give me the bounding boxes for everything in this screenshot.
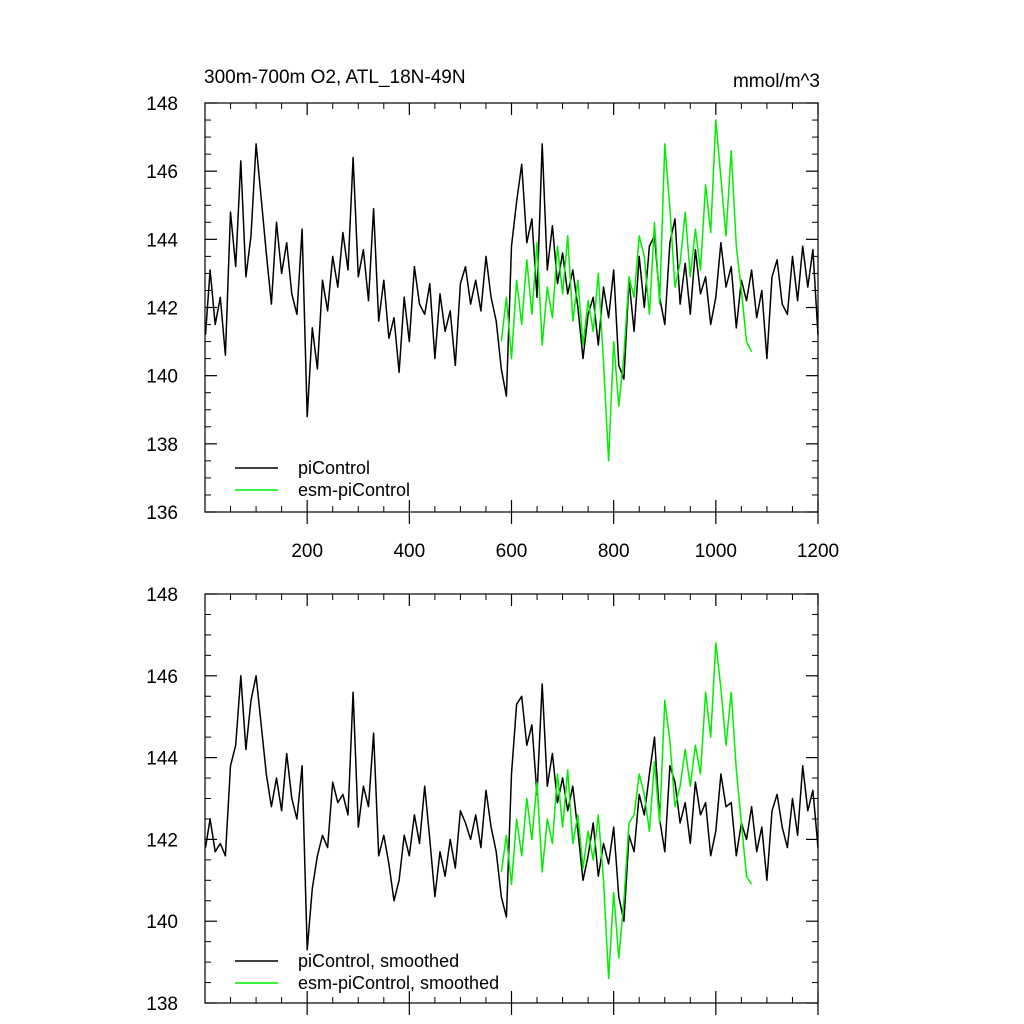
y-tick-label: 146 (146, 667, 178, 688)
x-tick-label: 800 (598, 541, 630, 562)
top-legend: piControl esm-piControl (235, 458, 410, 500)
x-tick-label: 600 (496, 541, 528, 562)
x-tick-label: 200 (291, 541, 323, 562)
bottom-plot-frame (204, 593, 819, 1004)
top-plot-area (204, 119, 819, 462)
x-tick-label: 400 (393, 541, 425, 562)
y-tick-label: 142 (146, 830, 178, 851)
y-tick-label: 146 (146, 162, 178, 183)
legend-label-esm-picontrol: esm-piControl (298, 480, 410, 500)
y-tick-label: 144 (146, 749, 178, 770)
top-panel: 300m-700m O2, ATL_18N-49N mmol/m^3 13613… (146, 67, 839, 562)
legend-label-picontrol: piControl (298, 458, 370, 478)
y-tick-label: 138 (146, 435, 178, 456)
bottom-legend: piControl, smoothed esm-piControl, smoot… (235, 951, 499, 993)
legend-label-picontrol-smoothed: piControl, smoothed (298, 951, 459, 971)
series-line-picontrol-smoothed (204, 675, 819, 951)
y-tick-label: 142 (146, 299, 178, 320)
y-tick-label: 136 (146, 503, 178, 524)
y-tick-label: 140 (146, 367, 178, 388)
bottom-panel: 138 140 142 144 146 148 piControl, smoothed e… (146, 585, 819, 1015)
top-axis-ticks: 136 138 140 142 144 146 148 200 400 600 800 1000 120… (146, 94, 839, 562)
chart-title: 300m-700m O2, ATL_18N-49N (204, 67, 466, 88)
series-line-esm-picontrol (500, 119, 753, 462)
chart-units: mmol/m^3 (733, 71, 820, 92)
bottom-plot-area (204, 642, 819, 980)
y-tick-label: 148 (146, 585, 178, 606)
series-line-esm-picontrol-smoothed (500, 642, 753, 980)
series-line-picontrol (204, 143, 819, 418)
y-tick-label: 144 (146, 230, 178, 251)
y-tick-label: 140 (146, 912, 178, 933)
x-tick-label: 1000 (695, 541, 737, 562)
legend-label-esm-picontrol-smoothed: esm-piControl, smoothed (298, 973, 499, 993)
y-tick-label: 148 (146, 94, 178, 115)
bottom-axis-ticks: 138 140 142 144 146 148 (146, 585, 819, 1015)
x-tick-label: 1200 (797, 541, 839, 562)
y-tick-label: 138 (146, 994, 178, 1015)
